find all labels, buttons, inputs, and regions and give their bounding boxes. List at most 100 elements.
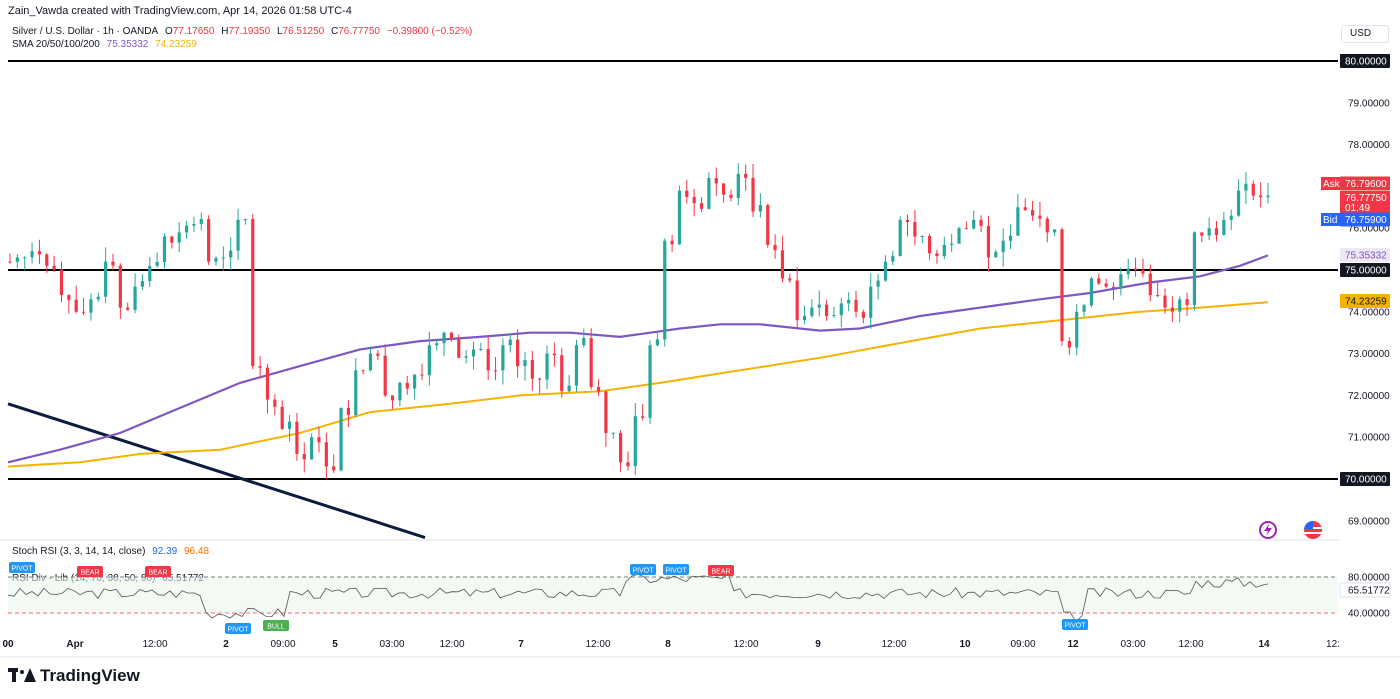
low-value: 76.51250 (282, 26, 325, 37)
sma-label[interactable]: SMA 20/50/100/200 (12, 39, 100, 50)
candle-body (773, 244, 777, 251)
sma-purple-tag-bg (1340, 248, 1390, 262)
candle-body (1104, 283, 1108, 287)
candle-body (1082, 305, 1086, 312)
marker-pivot-label: PIVOT (1064, 623, 1086, 630)
time-tick-label: 12 (1067, 639, 1079, 650)
candle-body (780, 250, 785, 279)
candle-body (1156, 295, 1160, 297)
candle-body (1259, 195, 1263, 198)
candle-body (722, 183, 726, 195)
candle-body (258, 366, 262, 368)
candle-body (854, 299, 858, 312)
sma-value-orange: 74.23259 (155, 39, 197, 50)
time-tick-label: 9 (815, 639, 821, 650)
candle-body (52, 265, 56, 270)
candle-body (596, 387, 601, 392)
candle-body (236, 219, 240, 251)
candle-body (1266, 195, 1270, 198)
close-value: 76.77750 (338, 26, 380, 37)
symbol-name[interactable]: Silver / U.S. Dollar · 1h · OANDA (12, 26, 159, 37)
candle-body (295, 421, 299, 454)
bid-label-bg (1321, 213, 1340, 226)
candle-body (1222, 219, 1226, 236)
currency-selector[interactable]: USD (1341, 25, 1389, 43)
horizontal-levels (8, 60, 1338, 480)
candle-body (1053, 229, 1057, 233)
candle-body (464, 356, 468, 358)
sma-purple-line (7, 254, 1269, 464)
candle-body (847, 299, 851, 304)
price-tick-label: 79.00000 (1348, 98, 1390, 109)
candle-body (751, 177, 755, 212)
candle-body (170, 236, 174, 243)
candle-body (427, 345, 431, 376)
candle-body (604, 391, 608, 434)
sma-lines (7, 254, 1269, 468)
candle-body (8, 261, 12, 263)
price-tick-label: 73.00000 (1348, 349, 1390, 360)
level-75-tag: 75.00000 (1345, 266, 1387, 277)
tradingview-logo-icon (8, 668, 36, 684)
candle-body (1111, 286, 1116, 288)
candle-body (1119, 274, 1123, 288)
candle-body (251, 219, 255, 367)
tradingview-logo[interactable]: TradingView (8, 666, 140, 686)
ask-label: Ask (1323, 179, 1341, 190)
open-value: 77.17650 (172, 26, 215, 37)
candle-body (707, 178, 711, 209)
rsi-band (8, 577, 1338, 613)
candle-body (1229, 215, 1233, 220)
candle-body (663, 240, 667, 340)
candle-body (376, 353, 380, 356)
price-tick-label: 76.00000 (1348, 224, 1390, 235)
candle-body (950, 243, 954, 245)
candle-body (435, 343, 439, 346)
level-70-tag: 70.00000 (1345, 475, 1387, 486)
candle-body (1192, 232, 1197, 306)
time-axis[interactable]: 00 Apr 12:00 2 09:00 5 03:00 12:00 7 12:00 8 12:00 9… (2, 639, 1340, 650)
candle-body (199, 219, 203, 225)
open-label: O (164, 26, 173, 37)
candle-body (148, 265, 152, 282)
time-tick-label: 12:00 (585, 639, 610, 650)
candle-body (1133, 268, 1138, 270)
lightning-glyph (1264, 524, 1272, 536)
us-flag-icon[interactable] (1304, 521, 1322, 539)
level-80-tag: 80.00000 (1345, 57, 1387, 68)
time-tick-label: 03:00 (379, 639, 404, 650)
marker-bull-badge (263, 620, 289, 631)
candle-body (832, 315, 836, 317)
candle-body (736, 173, 740, 198)
marker-bear-badge (77, 566, 103, 577)
attribution-text: Zain_Vawda created with TradingView.com,… (8, 5, 352, 17)
marker-bear-badge (708, 565, 734, 576)
bid-price-tag: 76.75900 (1345, 215, 1387, 226)
candle-body (133, 286, 137, 310)
candle-body (979, 219, 983, 226)
bid-price-tag-bg (1340, 212, 1390, 227)
sma-value-purple: 75.35332 (106, 39, 149, 50)
candle-body (317, 437, 321, 443)
candle-body (332, 466, 336, 471)
trendline-layer[interactable] (7, 402, 426, 539)
candle-body (655, 339, 659, 346)
candle-body (964, 228, 968, 230)
stoch-d-value: 96.48 (184, 546, 210, 557)
rsi-current-tag-bg (1339, 582, 1391, 598)
candle-body (221, 257, 225, 259)
candle-body (824, 304, 829, 316)
marker-pivot-badge (225, 623, 251, 634)
stoch-rsi-label[interactable]: Stoch RSI (3, 3, 14, 14, close) (12, 546, 146, 557)
candle-body (59, 269, 64, 296)
candle-body (795, 280, 799, 321)
sma-orange-tag: 74.23259 (1345, 297, 1387, 308)
candle-body (486, 349, 490, 371)
candle-body (30, 251, 34, 258)
marker-pivot-label: PIVOT (11, 566, 33, 573)
time-tick-label: 00 (2, 639, 14, 650)
lightning-icon[interactable] (1259, 521, 1277, 539)
price-axis[interactable]: 80.0000079.0000078.0000077.0000076.00000… (1348, 57, 1390, 528)
candle-body (1236, 190, 1241, 216)
